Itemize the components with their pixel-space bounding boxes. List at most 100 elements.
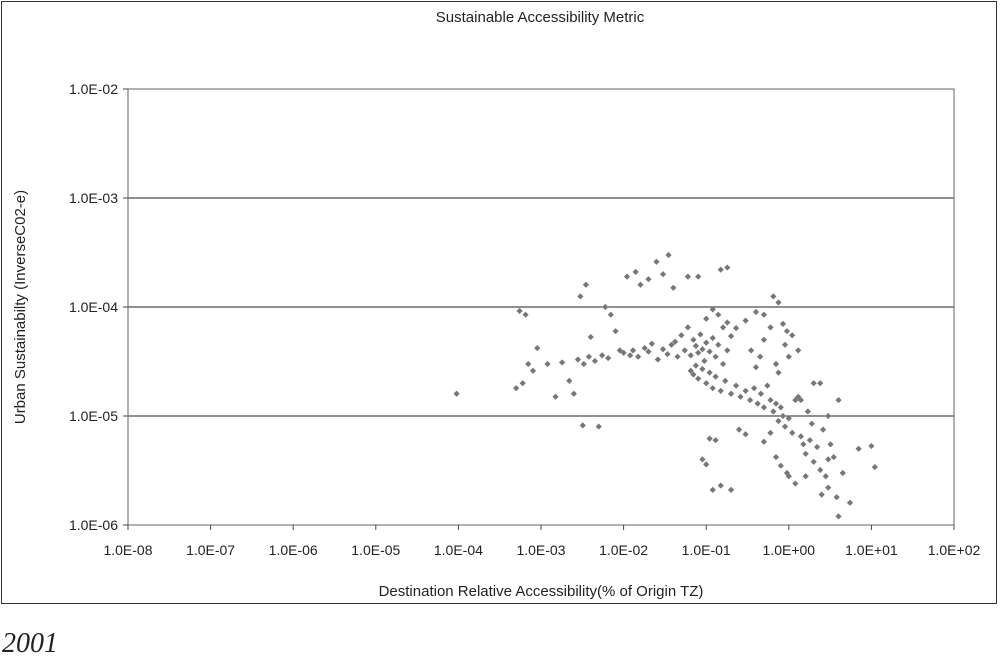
data-point [785, 353, 792, 360]
data-point [709, 334, 716, 342]
scatter-points [453, 251, 878, 520]
data-point [746, 396, 754, 404]
data-point [789, 332, 796, 339]
data-point [767, 429, 774, 436]
data-point [453, 390, 460, 397]
data-point [770, 408, 777, 415]
data-point [727, 333, 735, 340]
data-point [871, 463, 878, 471]
x-tick-label: 1.0E-04 [434, 542, 483, 558]
data-point [591, 357, 599, 365]
data-point [692, 362, 699, 369]
data-point [570, 390, 577, 397]
data-point [717, 266, 724, 273]
data-point [684, 324, 691, 331]
data-point [706, 348, 713, 355]
data-point [775, 417, 782, 425]
data-point [855, 445, 862, 452]
data-point [534, 344, 541, 352]
data-point [802, 450, 809, 457]
data-point [777, 404, 784, 411]
data-point [802, 473, 809, 480]
data-point [525, 360, 532, 368]
data-point [825, 484, 832, 491]
data-point [706, 369, 713, 376]
data-point [830, 453, 837, 461]
x-tick-label: 1.0E-05 [351, 542, 400, 558]
data-point [664, 350, 671, 358]
data-point [737, 393, 744, 400]
data-point [835, 513, 842, 520]
x-tick-label: 1.0E-08 [103, 542, 152, 558]
data-point [692, 342, 699, 349]
data-point [648, 340, 655, 347]
y-axis-ticks: 1.0E-02 1.0E-03 1.0E-04 1.0E-05 1.0E-06 [69, 81, 128, 533]
data-point [574, 356, 582, 363]
data-point [674, 353, 681, 360]
data-point [529, 367, 537, 374]
data-point [722, 377, 729, 384]
data-point [752, 364, 760, 371]
data-point [777, 462, 784, 469]
data-point [825, 456, 832, 463]
x-tick-label: 1.0E+00 [763, 542, 816, 558]
data-point [629, 347, 637, 354]
data-point [797, 433, 804, 440]
data-point [712, 373, 719, 380]
x-tick-label: 1.0E-01 [682, 542, 731, 558]
data-point [695, 349, 702, 356]
data-point [516, 307, 523, 315]
data-point [637, 281, 644, 288]
data-point [819, 426, 827, 433]
data-point [703, 315, 710, 322]
data-point [678, 332, 685, 339]
data-point [719, 360, 727, 368]
data-point [582, 281, 590, 288]
gridlines [128, 197, 954, 417]
data-point [695, 273, 702, 280]
data-point [833, 494, 840, 501]
y-tick-label: 1.0E-02 [69, 81, 118, 97]
data-point [706, 435, 713, 442]
data-point [810, 380, 817, 387]
data-point [795, 347, 802, 354]
data-point [717, 387, 724, 394]
data-point [846, 499, 854, 506]
data-point [770, 293, 777, 300]
data-point [703, 461, 710, 468]
data-point [775, 299, 782, 306]
data-point [789, 429, 796, 436]
data-point [818, 491, 825, 498]
data-point [772, 400, 780, 407]
data-point [724, 319, 731, 326]
data-point [742, 387, 749, 394]
data-point [715, 341, 722, 348]
data-point [727, 486, 735, 493]
data-point [659, 346, 667, 353]
data-point [839, 469, 846, 477]
data-point [742, 431, 749, 438]
chart-title: Sustainable Accessibility Metric [436, 9, 645, 26]
data-point [781, 341, 789, 348]
data-point [671, 338, 679, 345]
data-point [579, 422, 586, 429]
data-point [709, 385, 716, 392]
data-point [585, 353, 593, 360]
x-axis-ticks: 1.0E-08 1.0E-07 1.0E-06 1.0E-05 1.0E-04 1.0E-… [103, 525, 980, 558]
data-point [767, 396, 774, 404]
data-point [566, 377, 573, 384]
data-point [699, 456, 706, 463]
data-point [742, 317, 749, 324]
data-point [732, 382, 740, 389]
y-tick-label: 1.0E-05 [69, 408, 118, 424]
data-point [760, 336, 768, 343]
data-point [750, 385, 758, 392]
chart-frame [1, 1, 997, 604]
y-tick-label: 1.0E-04 [69, 299, 118, 315]
data-point [760, 311, 768, 318]
data-point [712, 437, 719, 444]
data-point [519, 380, 526, 387]
data-point [659, 271, 667, 278]
data-point [580, 360, 587, 368]
data-point [587, 333, 594, 341]
